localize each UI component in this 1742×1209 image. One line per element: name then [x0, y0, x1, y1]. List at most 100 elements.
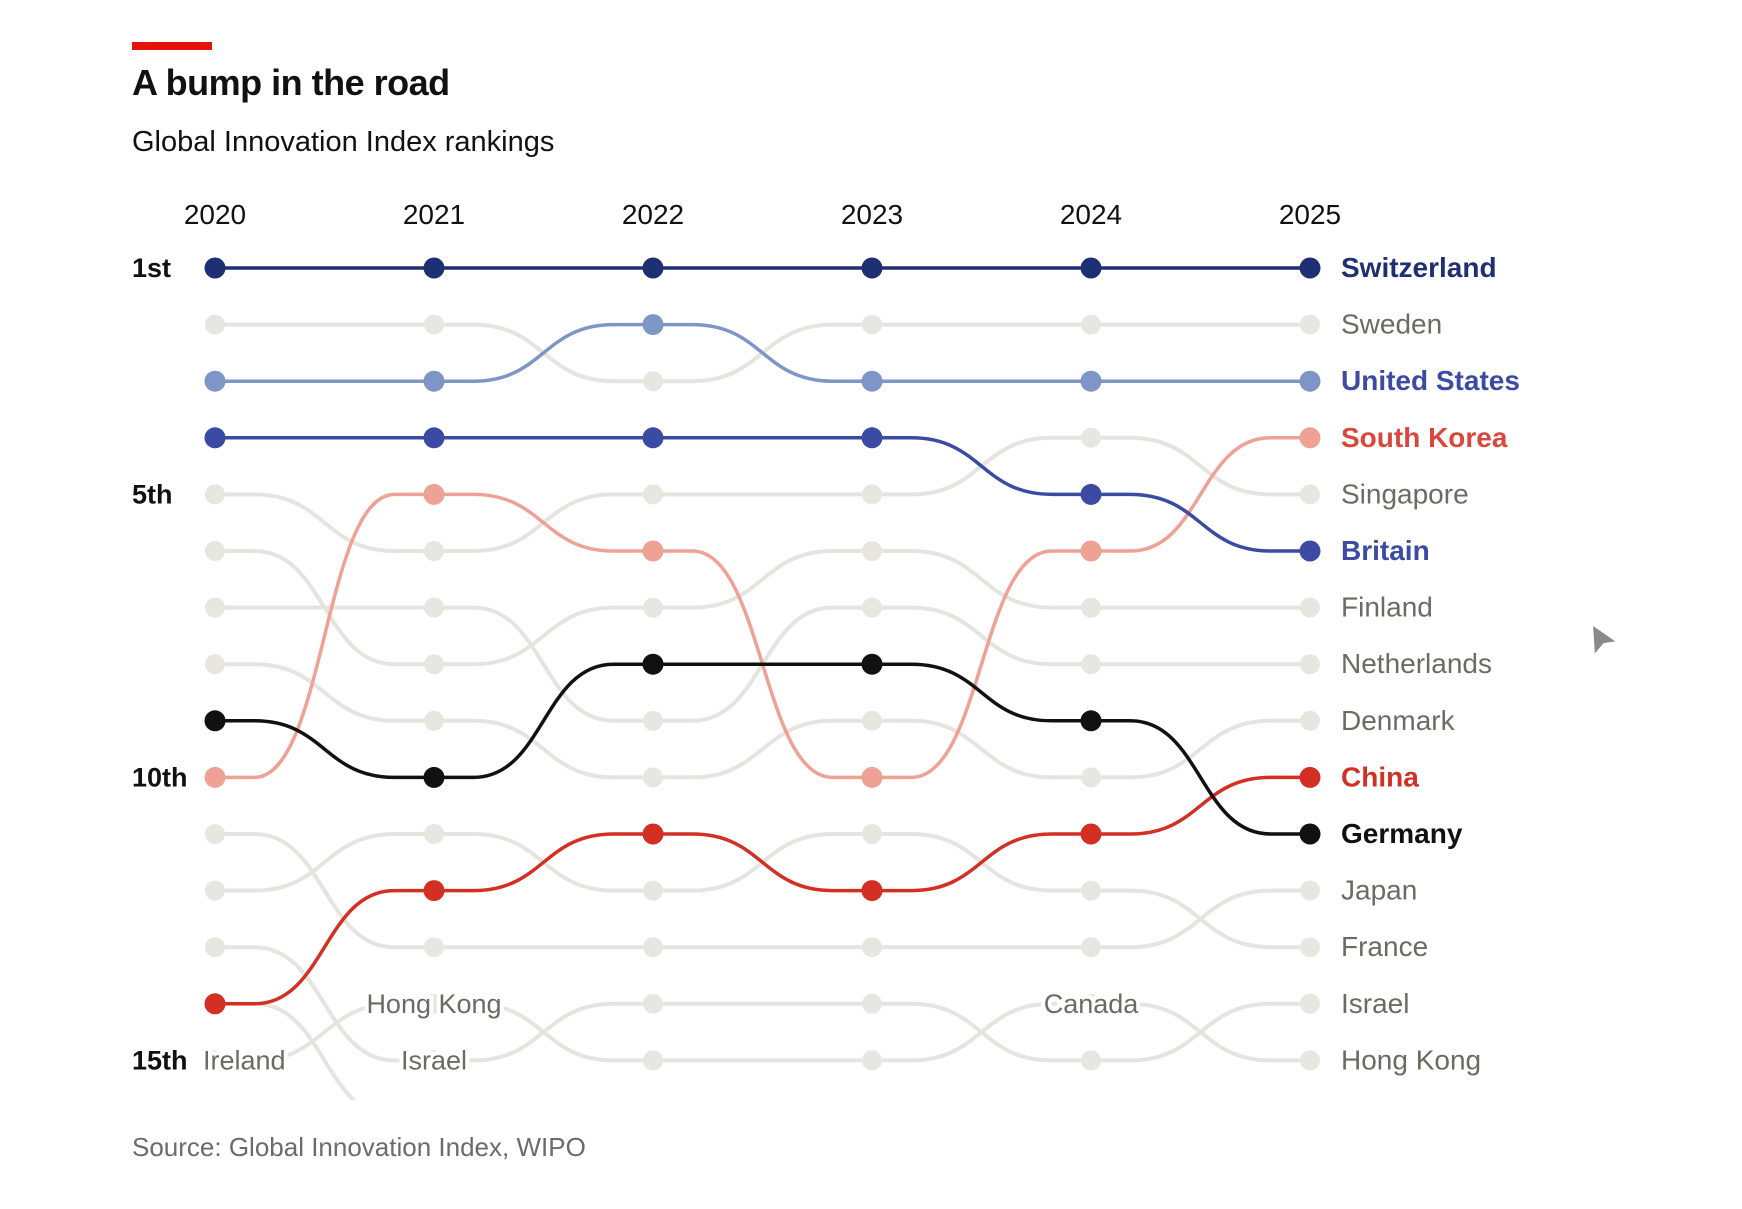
background-series-line — [213, 662, 1312, 780]
background-point — [205, 314, 225, 335]
point-china-2020 — [204, 993, 226, 1015]
background-series-line — [213, 1001, 357, 1100]
background-point — [1081, 937, 1101, 958]
point-britain-2025 — [1299, 540, 1321, 562]
rank-label-15: 15th — [132, 1045, 188, 1075]
rank-label-10: 10th — [132, 762, 188, 792]
point-germany-2020 — [204, 710, 226, 732]
background-point — [643, 880, 663, 901]
background-point — [643, 993, 663, 1014]
background-point — [1081, 880, 1101, 901]
end-label-germany: Germany — [1341, 818, 1463, 849]
background-point — [1300, 993, 1320, 1014]
background-point — [643, 371, 663, 392]
background-point — [862, 824, 882, 844]
point-china-2021 — [423, 880, 445, 902]
point-switzerland-2024 — [1080, 257, 1102, 279]
point-united-states-2025 — [1299, 370, 1321, 392]
end-label-israel: Israel — [1341, 988, 1409, 1019]
point-china-2022 — [642, 823, 664, 845]
point-south-korea-2023 — [861, 766, 883, 788]
end-label-united-states: United States — [1341, 365, 1520, 396]
background-point — [862, 314, 882, 335]
background-point — [1300, 937, 1320, 958]
background-point — [424, 993, 444, 1014]
background-point — [424, 654, 444, 675]
end-label-sweden: Sweden — [1341, 309, 1442, 340]
background-point — [205, 937, 225, 958]
background-point — [424, 824, 444, 844]
background-point — [862, 937, 882, 958]
background-point — [1081, 654, 1101, 675]
background-point — [643, 1050, 663, 1071]
background-point — [1081, 767, 1101, 788]
series-line-britain — [213, 436, 1312, 553]
rank-label-1: 1st — [132, 253, 171, 283]
background-point — [862, 1050, 882, 1071]
background-point — [424, 541, 444, 561]
point-switzerland-2023 — [861, 257, 883, 279]
background-point — [205, 880, 225, 901]
background-point — [1300, 314, 1320, 335]
background-series-line — [213, 549, 1312, 667]
background-point — [643, 767, 663, 788]
background-point — [862, 484, 882, 505]
series-line-united-states — [213, 322, 1312, 383]
point-south-korea-2020 — [204, 766, 226, 788]
point-south-korea-2024 — [1080, 540, 1102, 562]
background-point — [424, 1050, 444, 1071]
background-point — [1300, 484, 1320, 505]
background-point — [1081, 314, 1101, 335]
background-series-line — [213, 605, 1312, 723]
background-series-line — [213, 322, 1312, 384]
background-point — [862, 541, 882, 561]
end-label-south-korea: South Korea — [1341, 422, 1508, 453]
point-britain-2021 — [423, 427, 445, 449]
point-china-2024 — [1080, 823, 1102, 845]
chart-subtitle: Global Innovation Index rankings — [132, 126, 555, 158]
background-point — [1300, 880, 1320, 901]
end-label-britain: Britain — [1341, 535, 1430, 566]
point-united-states-2021 — [423, 370, 445, 392]
series-line-germany — [213, 662, 1312, 836]
background-series-line — [213, 435, 1312, 553]
end-label-singapore: Singapore — [1341, 478, 1469, 509]
end-label-denmark: Denmark — [1341, 705, 1456, 736]
point-germany-2022 — [642, 653, 664, 675]
chart-title: A bump in the road — [132, 62, 450, 103]
background-point — [424, 314, 444, 335]
background-point — [643, 937, 663, 958]
point-germany-2025 — [1299, 823, 1321, 845]
series-line-china — [213, 775, 1312, 1006]
point-south-korea-2025 — [1299, 427, 1321, 449]
end-label-china: China — [1341, 761, 1419, 792]
background-point — [205, 597, 225, 618]
background-point — [1081, 597, 1101, 618]
end-label-finland: Finland — [1341, 592, 1433, 623]
inline-label-hong-kong-2021: Hong Kong — [366, 989, 501, 1019]
end-label-france: France — [1341, 931, 1428, 962]
background-point — [1300, 710, 1320, 731]
point-south-korea-2021 — [423, 483, 445, 505]
background-point — [1081, 427, 1101, 448]
background-point — [424, 710, 444, 731]
point-switzerland-2021 — [423, 257, 445, 279]
year-label-2022: 2022 — [622, 199, 684, 230]
year-label-2023: 2023 — [841, 199, 903, 230]
year-label-2025: 2025 — [1279, 199, 1341, 230]
year-label-2024: 2024 — [1060, 199, 1122, 230]
point-united-states-2020 — [204, 370, 226, 392]
inline-label-israel-2021: Israel — [401, 1045, 467, 1075]
inline-label-canada-2024: Canada — [1044, 989, 1140, 1019]
point-china-2025 — [1299, 766, 1321, 788]
point-united-states-2023 — [861, 370, 883, 392]
end-label-japan: Japan — [1341, 875, 1417, 906]
background-point — [424, 597, 444, 618]
source-note: Source: Global Innovation Index, WIPO — [132, 1132, 586, 1162]
year-label-2020: 2020 — [184, 199, 246, 230]
background-point — [862, 597, 882, 618]
background-point — [862, 993, 882, 1014]
point-britain-2020 — [204, 427, 226, 449]
point-switzerland-2022 — [642, 257, 664, 279]
